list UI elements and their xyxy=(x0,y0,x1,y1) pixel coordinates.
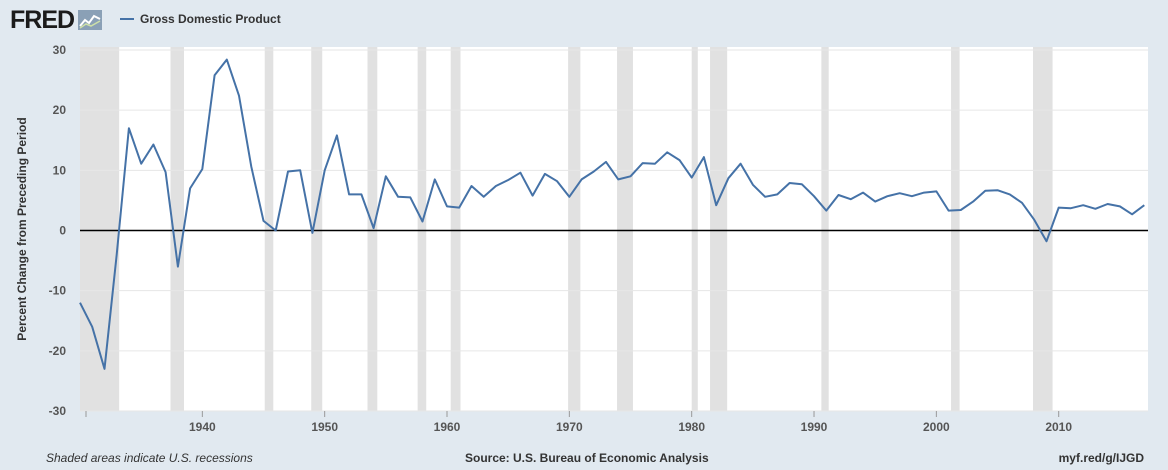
x-tick-label: 1990 xyxy=(801,420,828,434)
x-tick-label: 1950 xyxy=(311,420,338,434)
recession-band xyxy=(710,47,728,411)
y-tick-label: -20 xyxy=(49,344,67,358)
x-tick-label: 2000 xyxy=(923,420,950,434)
y-tick-label: 30 xyxy=(53,43,67,57)
recession-band xyxy=(311,47,323,411)
x-tick-label: 2010 xyxy=(1045,420,1072,434)
recession-band xyxy=(80,47,120,411)
x-tick-label: 1980 xyxy=(678,420,705,434)
y-tick-label: -10 xyxy=(49,284,67,298)
y-tick-label: 10 xyxy=(53,163,67,177)
y-axis-label: Percent Change from Preceding Period xyxy=(15,117,29,340)
recession-band xyxy=(417,47,427,411)
fred-logo[interactable]: FRED xyxy=(10,5,103,34)
recession-band xyxy=(450,47,461,411)
source-credit: Source: U.S. Bureau of Economic Analysis xyxy=(465,451,709,465)
x-tick-label: 1960 xyxy=(434,420,461,434)
recession-band xyxy=(1033,47,1053,411)
recession-band xyxy=(264,47,274,411)
chart-legend: Gross Domestic Product xyxy=(120,12,281,26)
recession-band xyxy=(367,47,378,411)
recession-note: Shaded areas indicate U.S. recessions xyxy=(46,451,253,465)
recession-band xyxy=(691,47,698,411)
legend-label: Gross Domestic Product xyxy=(140,12,281,26)
x-tick-label: 1940 xyxy=(189,420,216,434)
recession-band xyxy=(821,47,829,411)
recession-band xyxy=(951,47,960,411)
y-tick-label: 0 xyxy=(59,224,66,238)
short-url-link[interactable]: myf.red/g/IJGD xyxy=(1058,451,1144,465)
series-line-gdp xyxy=(79,58,1145,370)
recession-band xyxy=(568,47,581,411)
chart-header: FRED Gross Domestic Product xyxy=(0,0,1168,40)
trend-graph-icon xyxy=(78,10,103,30)
recession-band xyxy=(170,47,184,411)
recession-band xyxy=(617,47,633,411)
y-tick-label: -30 xyxy=(49,404,67,418)
grid-lines xyxy=(80,49,1148,412)
x-tick-label: 1970 xyxy=(556,420,583,434)
fred-logo-text: FRED xyxy=(10,5,75,34)
x-axis-ticks: 1940 1950 1960 1970 1980 1990 2000 2010 xyxy=(85,411,1072,434)
legend-swatch xyxy=(120,18,134,20)
y-tick-label: 20 xyxy=(53,103,67,117)
y-axis-ticks: 30 20 10 0 -10 -20 -30 xyxy=(49,43,67,418)
